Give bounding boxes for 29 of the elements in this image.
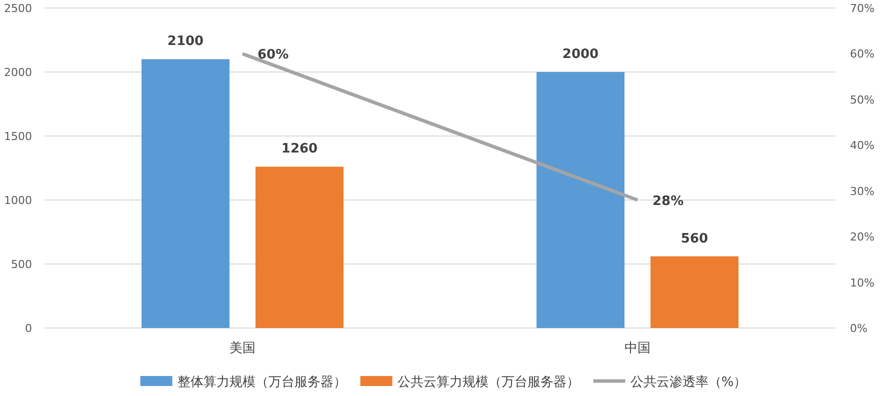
y2-tick-label: 60% — [850, 48, 874, 61]
y2-tick-label: 20% — [850, 230, 874, 244]
y2-tick-label: 10% — [850, 276, 874, 290]
y-tick-label: 2500 — [4, 2, 32, 15]
y2-tick-label: 70% — [850, 2, 874, 15]
y-tick-label: 0 — [25, 322, 32, 335]
y2-tick-label: 40% — [850, 139, 874, 152]
data-label: 60% — [258, 48, 289, 63]
data-label: 2100 — [167, 34, 204, 50]
data-label: 1260 — [281, 142, 318, 157]
data-label: 560 — [680, 231, 708, 246]
x-tick-label: 美国 — [230, 340, 256, 356]
y2-tick-label: 50% — [850, 93, 874, 106]
y-tick-label: 2000 — [4, 66, 32, 79]
legend-label: 公共云算力规模（万台服务器） — [397, 375, 580, 390]
bar — [650, 256, 738, 328]
legend-label: 公共云渗透率（%） — [630, 374, 747, 390]
y-tick-label: 1500 — [4, 130, 32, 143]
bar — [256, 166, 344, 328]
y-tick-label: 500 — [11, 258, 32, 271]
data-label: 2000 — [562, 47, 599, 62]
y2-tick-label: 30% — [850, 184, 874, 198]
y-tick-label: 1000 — [4, 194, 32, 207]
data-label: 28% — [652, 194, 684, 209]
legend-label: 整体算力规模（万台服务器） — [177, 375, 346, 390]
bar — [536, 72, 624, 328]
y2-tick-label: 0% — [850, 322, 868, 335]
x-tick-label: 中国 — [624, 341, 650, 356]
bar — [142, 59, 230, 328]
